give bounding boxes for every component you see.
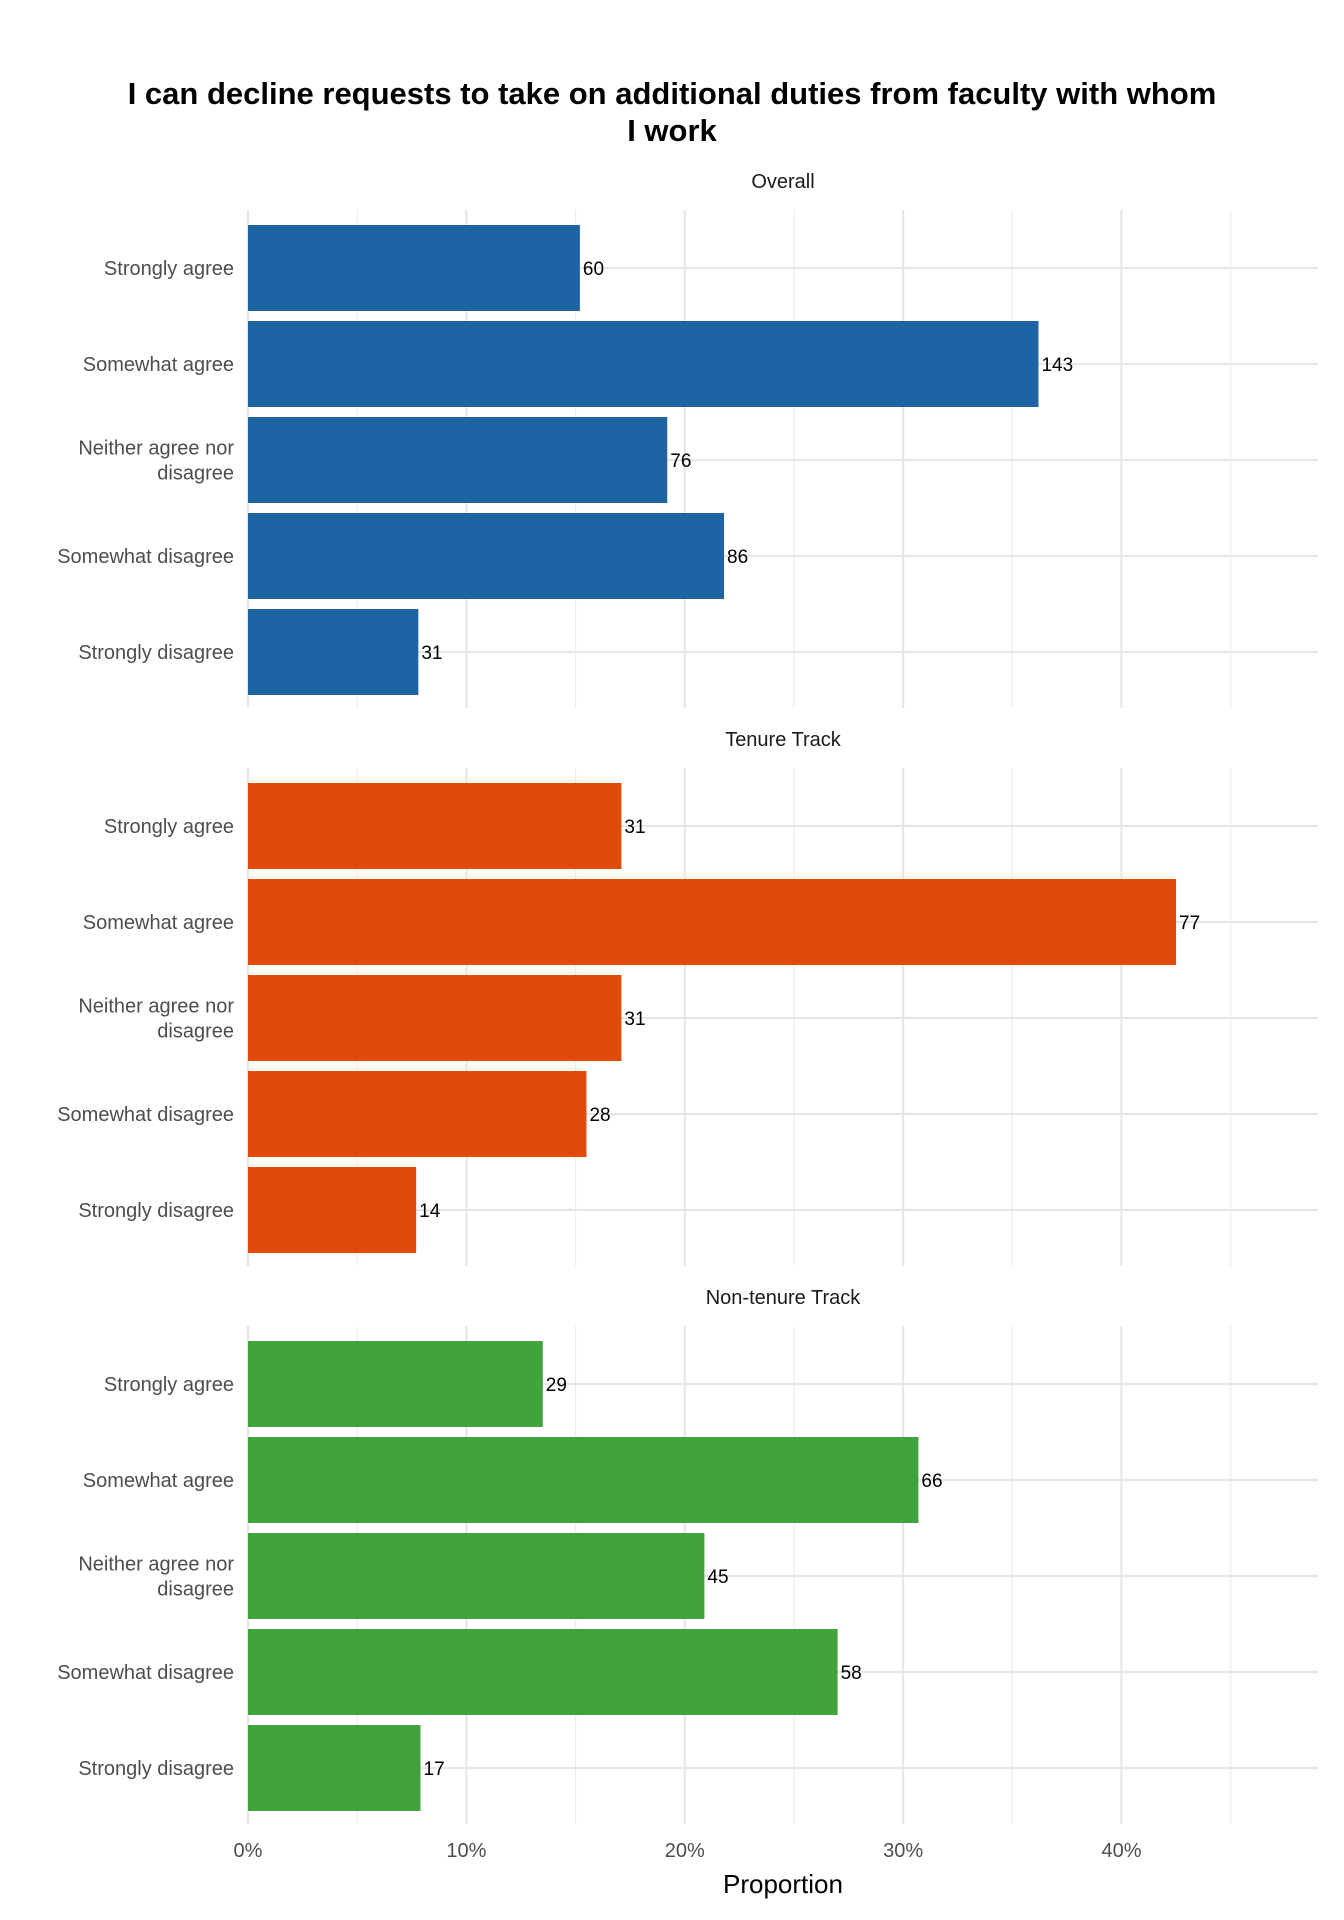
bar-value-label: 60 xyxy=(583,259,604,280)
bar-value-label: 31 xyxy=(624,817,645,838)
bar xyxy=(248,1725,421,1811)
bar-value-label: 45 xyxy=(707,1567,728,1588)
facet-label: Overall xyxy=(751,171,814,193)
bar xyxy=(248,1533,705,1619)
bar xyxy=(248,225,580,311)
x-tick-label: 40% xyxy=(1101,1840,1141,1862)
bar-value-label: 17 xyxy=(424,1759,445,1780)
category-label: Strongly disagree xyxy=(78,642,234,664)
bar-value-label: 14 xyxy=(419,1201,441,1222)
category-label: Strongly agree xyxy=(104,1374,234,1396)
bar-value-label: 143 xyxy=(1041,355,1073,376)
facet-label: Non-tenure Track xyxy=(706,1287,862,1309)
category-label: Somewhat agree xyxy=(83,354,234,376)
bar xyxy=(248,417,668,503)
bar-value-label: 28 xyxy=(589,1105,610,1126)
category-label: Neither agree nor disagree xyxy=(78,1554,234,1601)
category-label: Neither agree nor disagree xyxy=(78,438,234,485)
bar xyxy=(248,783,622,869)
bar xyxy=(248,1629,838,1715)
bar-value-label: 76 xyxy=(670,451,691,472)
category-label: Strongly agree xyxy=(104,816,234,838)
category-label: Somewhat disagree xyxy=(57,1104,234,1126)
bar-value-label: 86 xyxy=(727,547,748,568)
bar xyxy=(248,1341,543,1427)
bar-value-label: 31 xyxy=(624,1009,645,1030)
bar xyxy=(248,609,419,695)
category-label: Strongly disagree xyxy=(78,1200,234,1222)
facet-panel-2: Non-tenure Track 29 Strongly agree 66 Somewh… xyxy=(57,1287,1318,1824)
bar xyxy=(248,879,1177,965)
bar xyxy=(248,321,1039,407)
bar xyxy=(248,513,725,599)
category-label: Somewhat agree xyxy=(83,912,234,934)
category-label: Somewhat disagree xyxy=(57,1662,234,1684)
x-tick-label: 10% xyxy=(446,1840,486,1862)
chart-title-text: I can decline requests to take on additi… xyxy=(128,76,1217,148)
facet-panels: Overall 60 Strongly agree 143 Somewhat agree… xyxy=(57,171,1318,1824)
bar-value-label: 31 xyxy=(421,643,442,664)
x-axis: 0% 10% 20% 30% 40% Proportion xyxy=(234,1840,1142,1899)
x-tick-label: 0% xyxy=(234,1840,263,1862)
category-label: Somewhat agree xyxy=(83,1470,234,1492)
facet-panel-0: Overall 60 Strongly agree 143 Somewhat agree… xyxy=(57,171,1318,708)
category-label: Neither agree nor disagree xyxy=(78,996,234,1043)
chart-title: I can decline requests to take on additi… xyxy=(128,76,1217,148)
bar-value-label: 58 xyxy=(841,1663,862,1684)
bar xyxy=(248,1167,417,1253)
facet-panel-1: Tenure Track 31 Strongly agree 77 Somewhat a… xyxy=(57,729,1318,1266)
category-label: Somewhat disagree xyxy=(57,546,234,568)
category-label: Strongly disagree xyxy=(78,1758,234,1780)
bar xyxy=(248,1437,919,1523)
bar-value-label: 77 xyxy=(1179,913,1200,934)
x-tick-label: 30% xyxy=(883,1840,923,1862)
category-label: Strongly agree xyxy=(104,258,234,280)
facet-label: Tenure Track xyxy=(725,729,842,751)
bar-value-label: 29 xyxy=(546,1375,567,1396)
bar-value-label: 66 xyxy=(921,1471,942,1492)
bar xyxy=(248,975,622,1061)
x-tick-label: 20% xyxy=(665,1840,705,1862)
bar xyxy=(248,1071,587,1157)
x-axis-title: Proportion xyxy=(723,1869,843,1899)
